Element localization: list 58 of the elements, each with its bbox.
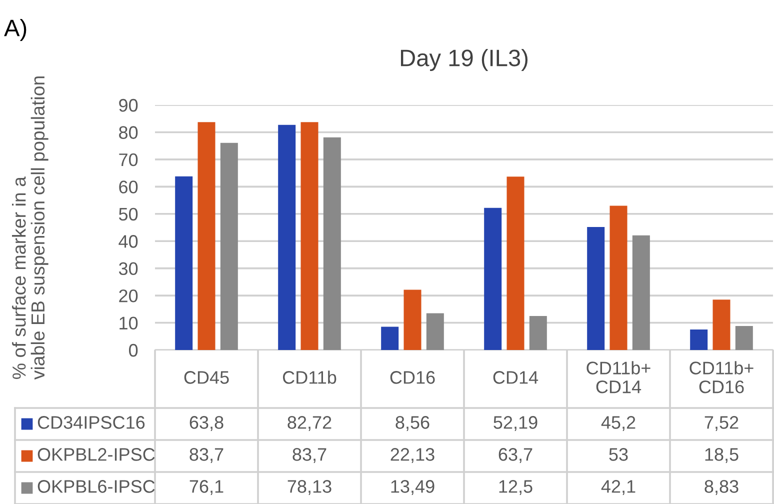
bar <box>587 226 605 350</box>
data-label: 42,1 <box>601 480 636 495</box>
bar <box>712 300 730 350</box>
data-label: 12,5 <box>499 480 532 495</box>
data-label: 63,8 <box>190 416 224 431</box>
x-tick-label: CD45 <box>184 371 229 384</box>
bar <box>278 124 296 350</box>
chart-title: Day 19 (IL3) <box>400 49 528 72</box>
y-tick-label: 40 <box>118 235 138 248</box>
data-label: 83,7 <box>292 448 326 463</box>
bar <box>610 206 628 350</box>
y-axis-title: % of surface marker in a viable EB suspension cell population <box>12 76 48 380</box>
y-tick-label: 20 <box>119 289 138 302</box>
data-label: 18,5 <box>705 448 738 463</box>
data-label: 76,1 <box>190 480 224 495</box>
data-label: 8,83 <box>704 480 738 495</box>
x-tick-label: CD16 <box>390 371 435 384</box>
x-tick-label: CD11b+ CD16 <box>690 361 754 394</box>
text: A) <box>4 18 26 41</box>
y-tick-label: 70 <box>119 153 138 166</box>
bar <box>506 176 524 350</box>
x-tick-label: CD11b+ CD14 <box>586 361 650 394</box>
legend-label: CD34IPSC16 <box>38 416 145 429</box>
bar <box>323 137 341 350</box>
data-label: 83,7 <box>190 448 224 463</box>
y-tick-label: 80 <box>119 126 138 139</box>
bar <box>404 290 422 350</box>
bar <box>175 176 193 350</box>
legend-label: OKPBL6-IPSC <box>38 480 155 493</box>
y-tick-label: 10 <box>120 316 138 330</box>
y-tick-label: 0 <box>129 344 138 357</box>
bar <box>300 122 318 350</box>
legend-label: OKPBL2-IPSC <box>38 448 155 461</box>
bar <box>690 330 708 350</box>
x-tick-label: CD14 <box>493 371 538 384</box>
data-label: 45,2 <box>601 416 636 431</box>
y-tick-label: 60 <box>119 180 138 194</box>
data-label: 52,19 <box>494 416 538 431</box>
data-label: 63,7 <box>498 448 532 463</box>
data-label: 13,49 <box>391 480 434 495</box>
x-tick-label: CD11b <box>282 370 336 384</box>
data-label: 8,56 <box>396 416 430 431</box>
y-tick-label: 30 <box>118 262 138 276</box>
y-tick-label: 90 <box>119 98 138 112</box>
bar <box>735 326 753 350</box>
y-tick-label: 50 <box>118 208 138 221</box>
data-label: 82,72 <box>288 416 332 431</box>
bar <box>198 122 216 350</box>
bar <box>381 326 399 350</box>
bar <box>484 208 502 350</box>
bar <box>426 313 444 350</box>
data-label: 22,13 <box>390 448 434 463</box>
bar <box>529 316 547 350</box>
data-label: 53 <box>609 448 628 461</box>
bar <box>220 142 238 350</box>
bar <box>632 235 650 350</box>
data-label: 78,13 <box>288 480 332 495</box>
data-label: 7,52 <box>704 416 738 431</box>
